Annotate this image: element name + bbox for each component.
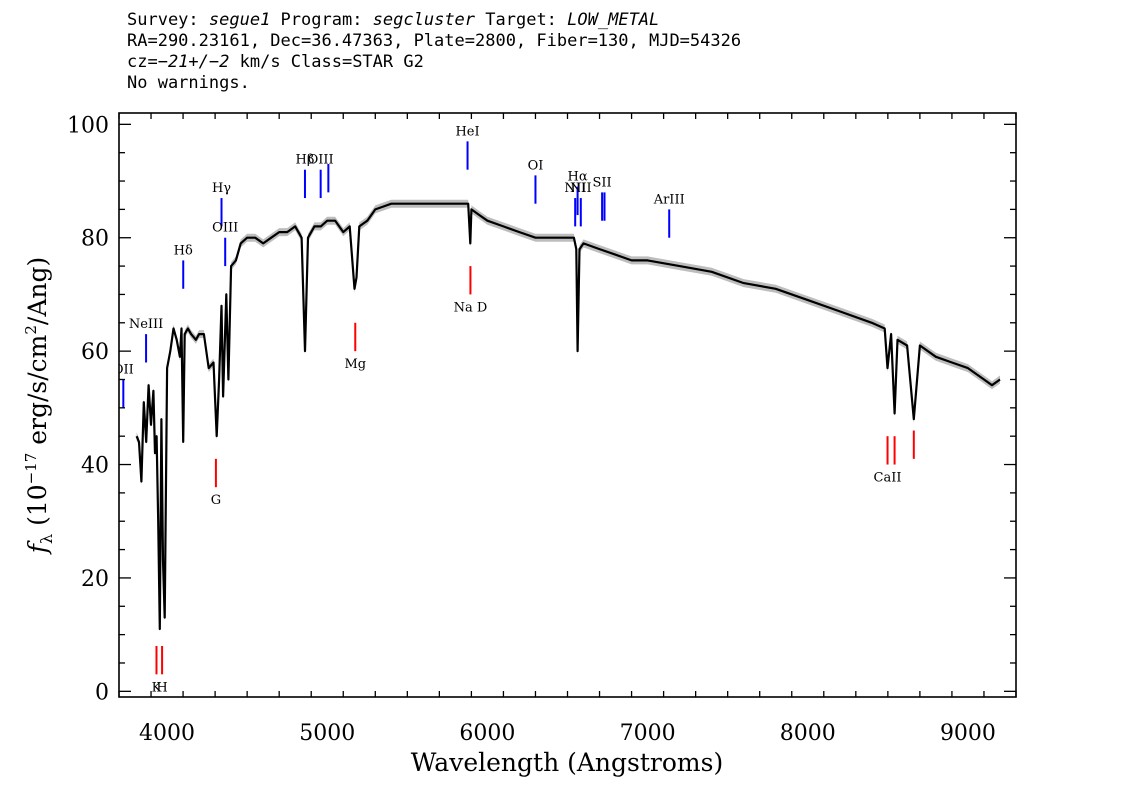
emission-label: OII [113, 362, 134, 377]
survey-line: Survey: segue1 Program: segcluster Targe… [127, 10, 741, 31]
spectrum-header: Survey: segue1 Program: segcluster Targe… [127, 10, 741, 94]
emission-label: NII [570, 181, 592, 196]
emission-label: OI [528, 158, 544, 173]
emission-label: NeIII [129, 317, 163, 332]
emission-label: ArIII [653, 192, 685, 207]
y-tick-label: 0 [95, 680, 109, 705]
x-tick-label: 9000 [940, 721, 996, 746]
y-tick-label: 40 [81, 454, 109, 479]
absorption-label: G [211, 493, 221, 508]
x-tick-label: 5000 [299, 721, 355, 746]
target-label: Target: [475, 10, 568, 30]
program-value: segcluster [372, 10, 476, 30]
absorption-label: Mg [344, 357, 366, 372]
x-axis-title: Wavelength (Angstroms) [411, 748, 723, 777]
survey-label: Survey: [127, 10, 209, 30]
emission-label: Hβ [296, 153, 315, 168]
emission-label: SII [593, 175, 612, 190]
emission-label: OIII [308, 153, 334, 168]
plot-frame [118, 112, 1017, 698]
absorption-label: K [152, 680, 162, 695]
y-tick-label: 20 [81, 567, 109, 592]
emission-label: HeI [455, 124, 479, 139]
absorption-label: H [156, 680, 167, 695]
survey-value: segue1 [208, 10, 271, 30]
axes: 4000 5000 6000 7000 8000 9000 0 20 40 60 80 100 [67, 113, 1017, 746]
emission-label: OIII [212, 221, 238, 236]
x-tick-label: 6000 [459, 721, 515, 746]
coordinates-line: RA=290.23161, Dec=36.47363, Plate=2800, … [127, 31, 742, 51]
target-value: LOW_METAL [567, 10, 660, 30]
spectrum-line [135, 202, 1001, 631]
cz-label: cz= [127, 52, 158, 72]
warnings-line: No warnings. [127, 73, 250, 93]
y-tick-label: 100 [67, 113, 109, 138]
emission-label: Hγ [212, 181, 231, 196]
cz-value: −21+/−2 [157, 52, 230, 72]
absorption-label: Na D [454, 300, 488, 315]
absorption-label: CaII [874, 471, 902, 486]
x-tick-label: 8000 [780, 721, 836, 746]
y-axis-title: fλ (10−17 erg/s/cm2/Ang) [22, 257, 56, 556]
program-label: Program: [270, 10, 373, 30]
x-tick-label: 7000 [620, 721, 676, 746]
y-tick-label: 80 [81, 227, 109, 252]
redshift-line: cz=−21+/−2 km/s Class=STAR G2 [127, 52, 741, 73]
emission-label: Hα [568, 170, 588, 185]
emission-label: NII [564, 181, 586, 196]
x-tick-label: 4000 [139, 721, 195, 746]
y-tick-label: 60 [81, 340, 109, 365]
class-text: km/s Class=STAR G2 [229, 52, 424, 72]
emission-label: Hδ [174, 243, 193, 258]
error-band [136, 199, 1001, 633]
